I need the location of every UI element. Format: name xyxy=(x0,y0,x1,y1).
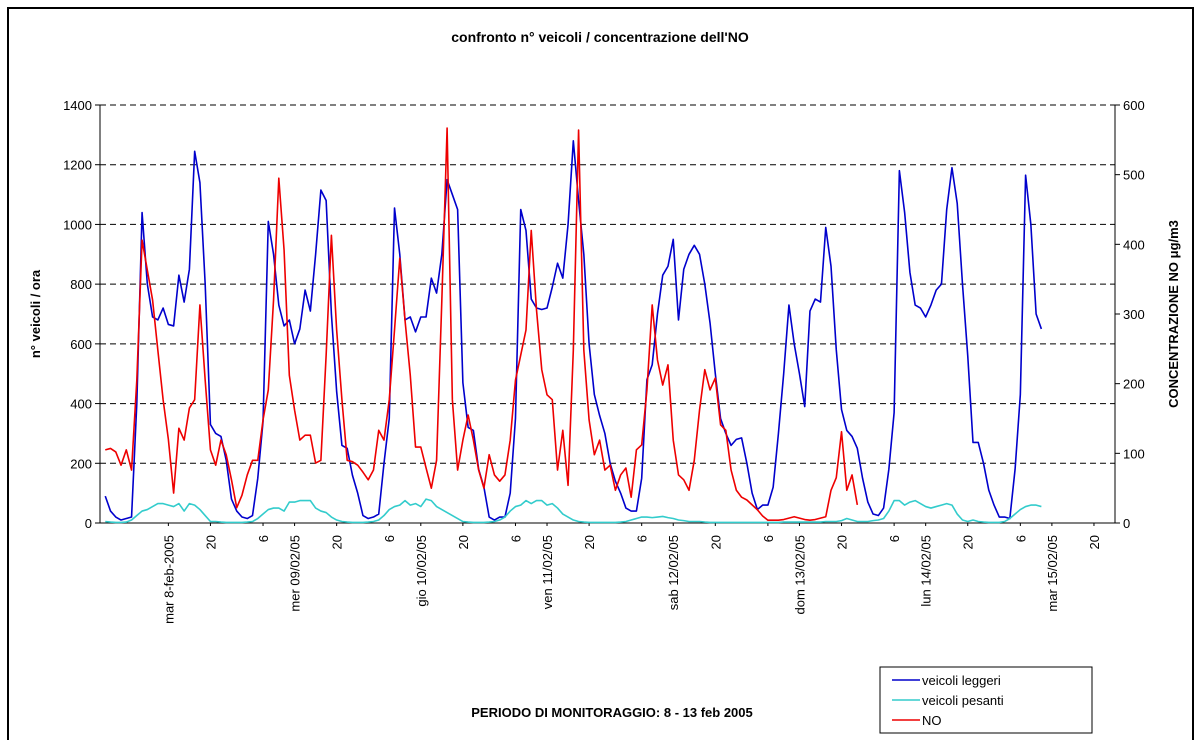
x-tick-label: 6 xyxy=(635,535,650,542)
x-axis-label: PERIODO DI MONITORAGGIO: 8 - 13 feb 2005 xyxy=(471,705,753,720)
x-tick-label: lun 14/02/05 xyxy=(919,535,934,607)
y2-tick-label: 100 xyxy=(1123,446,1145,461)
x-tick-label: 20 xyxy=(330,535,345,549)
y2-tick-label: 200 xyxy=(1123,377,1145,392)
y2-tick-label: 500 xyxy=(1123,168,1145,183)
x-tick-label: gio 10/02/05 xyxy=(414,535,429,607)
x-tick-label: mar 15/02/05 xyxy=(1045,535,1060,612)
legend-label: veicoli leggeri xyxy=(922,673,1001,688)
y-tick-label: 1400 xyxy=(63,98,92,113)
x-tick-label: 6 xyxy=(761,535,776,542)
y2-axis-label: CONCENTRAZIONE NO μg/m3 xyxy=(1166,220,1181,408)
x-tick-label: sab 12/02/05 xyxy=(666,535,681,610)
chart-title: confronto n° veicoli / concentrazione de… xyxy=(451,29,749,45)
legend: veicoli leggeri veicoli pesanti NO xyxy=(879,666,1093,734)
x-tick-label: dom 13/02/05 xyxy=(792,535,807,615)
y-tick-label: 400 xyxy=(70,397,92,412)
x-tick-label: 6 xyxy=(382,535,397,542)
x-tick-label: mar 8-feb-2005 xyxy=(161,535,176,624)
series-line xyxy=(104,140,1043,521)
x-tick-label: 6 xyxy=(887,535,902,542)
x-tick-label: 6 xyxy=(1013,535,1028,542)
y-tick-label: 0 xyxy=(85,516,92,531)
chart-frame xyxy=(7,7,1194,745)
y-tick-label: 1000 xyxy=(63,217,92,232)
x-tick-label: 6 xyxy=(256,535,271,542)
x-tick-label: 20 xyxy=(835,535,850,549)
x-tick-label: 20 xyxy=(203,535,218,549)
x-tick-label: 20 xyxy=(708,535,723,549)
series-line xyxy=(105,127,859,522)
y-tick-label: 1200 xyxy=(63,158,92,173)
x-tick-label: 20 xyxy=(582,535,597,549)
y-axis-label: n° veicoli / ora xyxy=(28,269,43,358)
x-tick-label: 20 xyxy=(1087,535,1102,549)
y-tick-label: 200 xyxy=(70,456,92,471)
y2-tick-label: 0 xyxy=(1123,516,1130,531)
legend-label: NO xyxy=(922,713,942,728)
y2-tick-label: 600 xyxy=(1123,98,1145,113)
x-tick-label: ven 11/02/05 xyxy=(540,535,555,609)
x-tick-label: mer 09/02/05 xyxy=(288,535,303,612)
x-tick-label: 6 xyxy=(508,535,523,542)
y-tick-label: 800 xyxy=(70,277,92,292)
y2-tick-label: 400 xyxy=(1123,237,1145,252)
x-tick-label: 20 xyxy=(961,535,976,549)
series-line xyxy=(105,498,1042,524)
x-tick-label: 20 xyxy=(456,535,471,549)
legend-label: veicoli pesanti xyxy=(922,693,1004,708)
y-tick-label: 600 xyxy=(70,337,92,352)
y2-tick-label: 300 xyxy=(1123,307,1145,322)
